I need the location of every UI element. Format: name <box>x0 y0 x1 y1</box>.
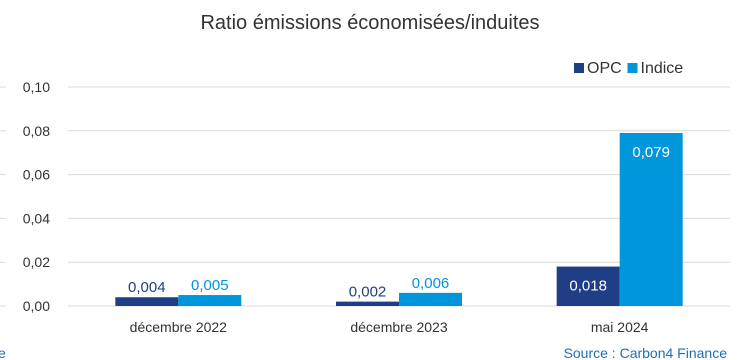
legend-label: Indice <box>641 60 684 77</box>
bars <box>115 132 683 306</box>
bar-indice <box>399 292 462 306</box>
y-tick-label: 0,00 <box>23 298 50 314</box>
data-label: 0,079 <box>632 144 670 161</box>
x-tick-label: décembre 2022 <box>130 319 228 335</box>
left-edge-fragment: e <box>0 345 6 360</box>
bar-opc <box>556 266 620 306</box>
legend-swatch <box>574 63 584 73</box>
data-label: 0,004 <box>128 279 166 296</box>
bar-indice <box>178 295 242 306</box>
bar-opc <box>115 297 179 306</box>
legend-label: OPC <box>587 60 622 77</box>
y-tick-label: 0,08 <box>23 123 50 139</box>
x-tick-label: décembre 2023 <box>350 319 448 335</box>
data-label: 0,002 <box>349 284 387 301</box>
y-tick-label: 0,10 <box>23 79 50 95</box>
data-label: 0,018 <box>569 278 607 295</box>
y-tick-label: 0,04 <box>23 210 50 226</box>
data-label: 0,005 <box>191 277 229 294</box>
legend: OPC Indice <box>574 60 683 77</box>
chart-title: Ratio émissions économisées/induites <box>200 12 539 34</box>
y-tick-label: 0,06 <box>23 167 50 183</box>
x-tick-label: mai 2024 <box>591 319 649 335</box>
data-labels: 0,004 0,005 0,002 0,006 0,018 0,079 <box>128 144 670 301</box>
source-note: Source : Carbon4 Finance <box>564 345 728 360</box>
bar-opc <box>336 301 399 306</box>
data-label: 0,006 <box>412 275 450 292</box>
y-tick-label: 0,02 <box>23 254 50 270</box>
legend-swatch <box>627 63 638 73</box>
bar-indice <box>619 132 683 306</box>
